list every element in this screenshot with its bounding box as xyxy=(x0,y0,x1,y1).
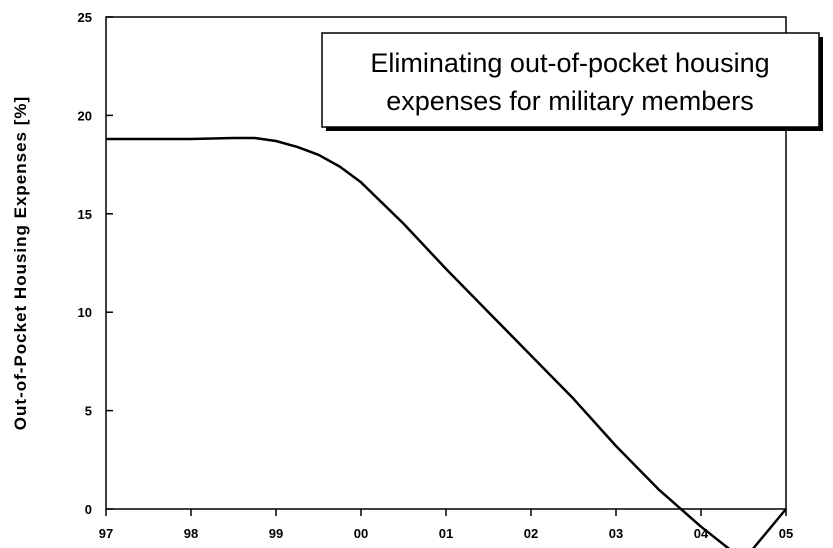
y-tick-label: 5 xyxy=(85,404,92,419)
x-tick-label: 99 xyxy=(269,526,283,541)
x-tick-label: 98 xyxy=(184,526,198,541)
series-line xyxy=(106,136,787,548)
x-tick-label: 97 xyxy=(99,526,113,541)
y-tick-label: 10 xyxy=(78,305,92,320)
x-tick-label: 05 xyxy=(779,526,793,541)
chart-title-line-1: Eliminating out-of-pocket housing xyxy=(370,48,769,78)
y-axis-title: Out-of-Pocket Housing Expenses [%] xyxy=(11,96,30,430)
y-tick-label: 15 xyxy=(78,207,92,222)
chart-title-line-2: expenses for military members xyxy=(386,86,754,116)
x-tick-label: 00 xyxy=(354,526,368,541)
y-axis-ticks: 0 5 10 15 20 25 xyxy=(78,10,113,517)
title-box: Eliminating out-of-pocket housing expens… xyxy=(321,32,823,131)
x-tick-label: 03 xyxy=(609,526,623,541)
x-axis-ticks: 97 98 99 00 01 02 03 04 05 xyxy=(99,509,793,541)
y-tick-label: 25 xyxy=(78,10,92,25)
x-tick-label: 02 xyxy=(524,526,538,541)
title-box-frame xyxy=(321,32,820,128)
y-tick-label: 0 xyxy=(85,502,92,517)
y-tick-label: 20 xyxy=(78,108,92,123)
x-tick-label: 01 xyxy=(439,526,453,541)
